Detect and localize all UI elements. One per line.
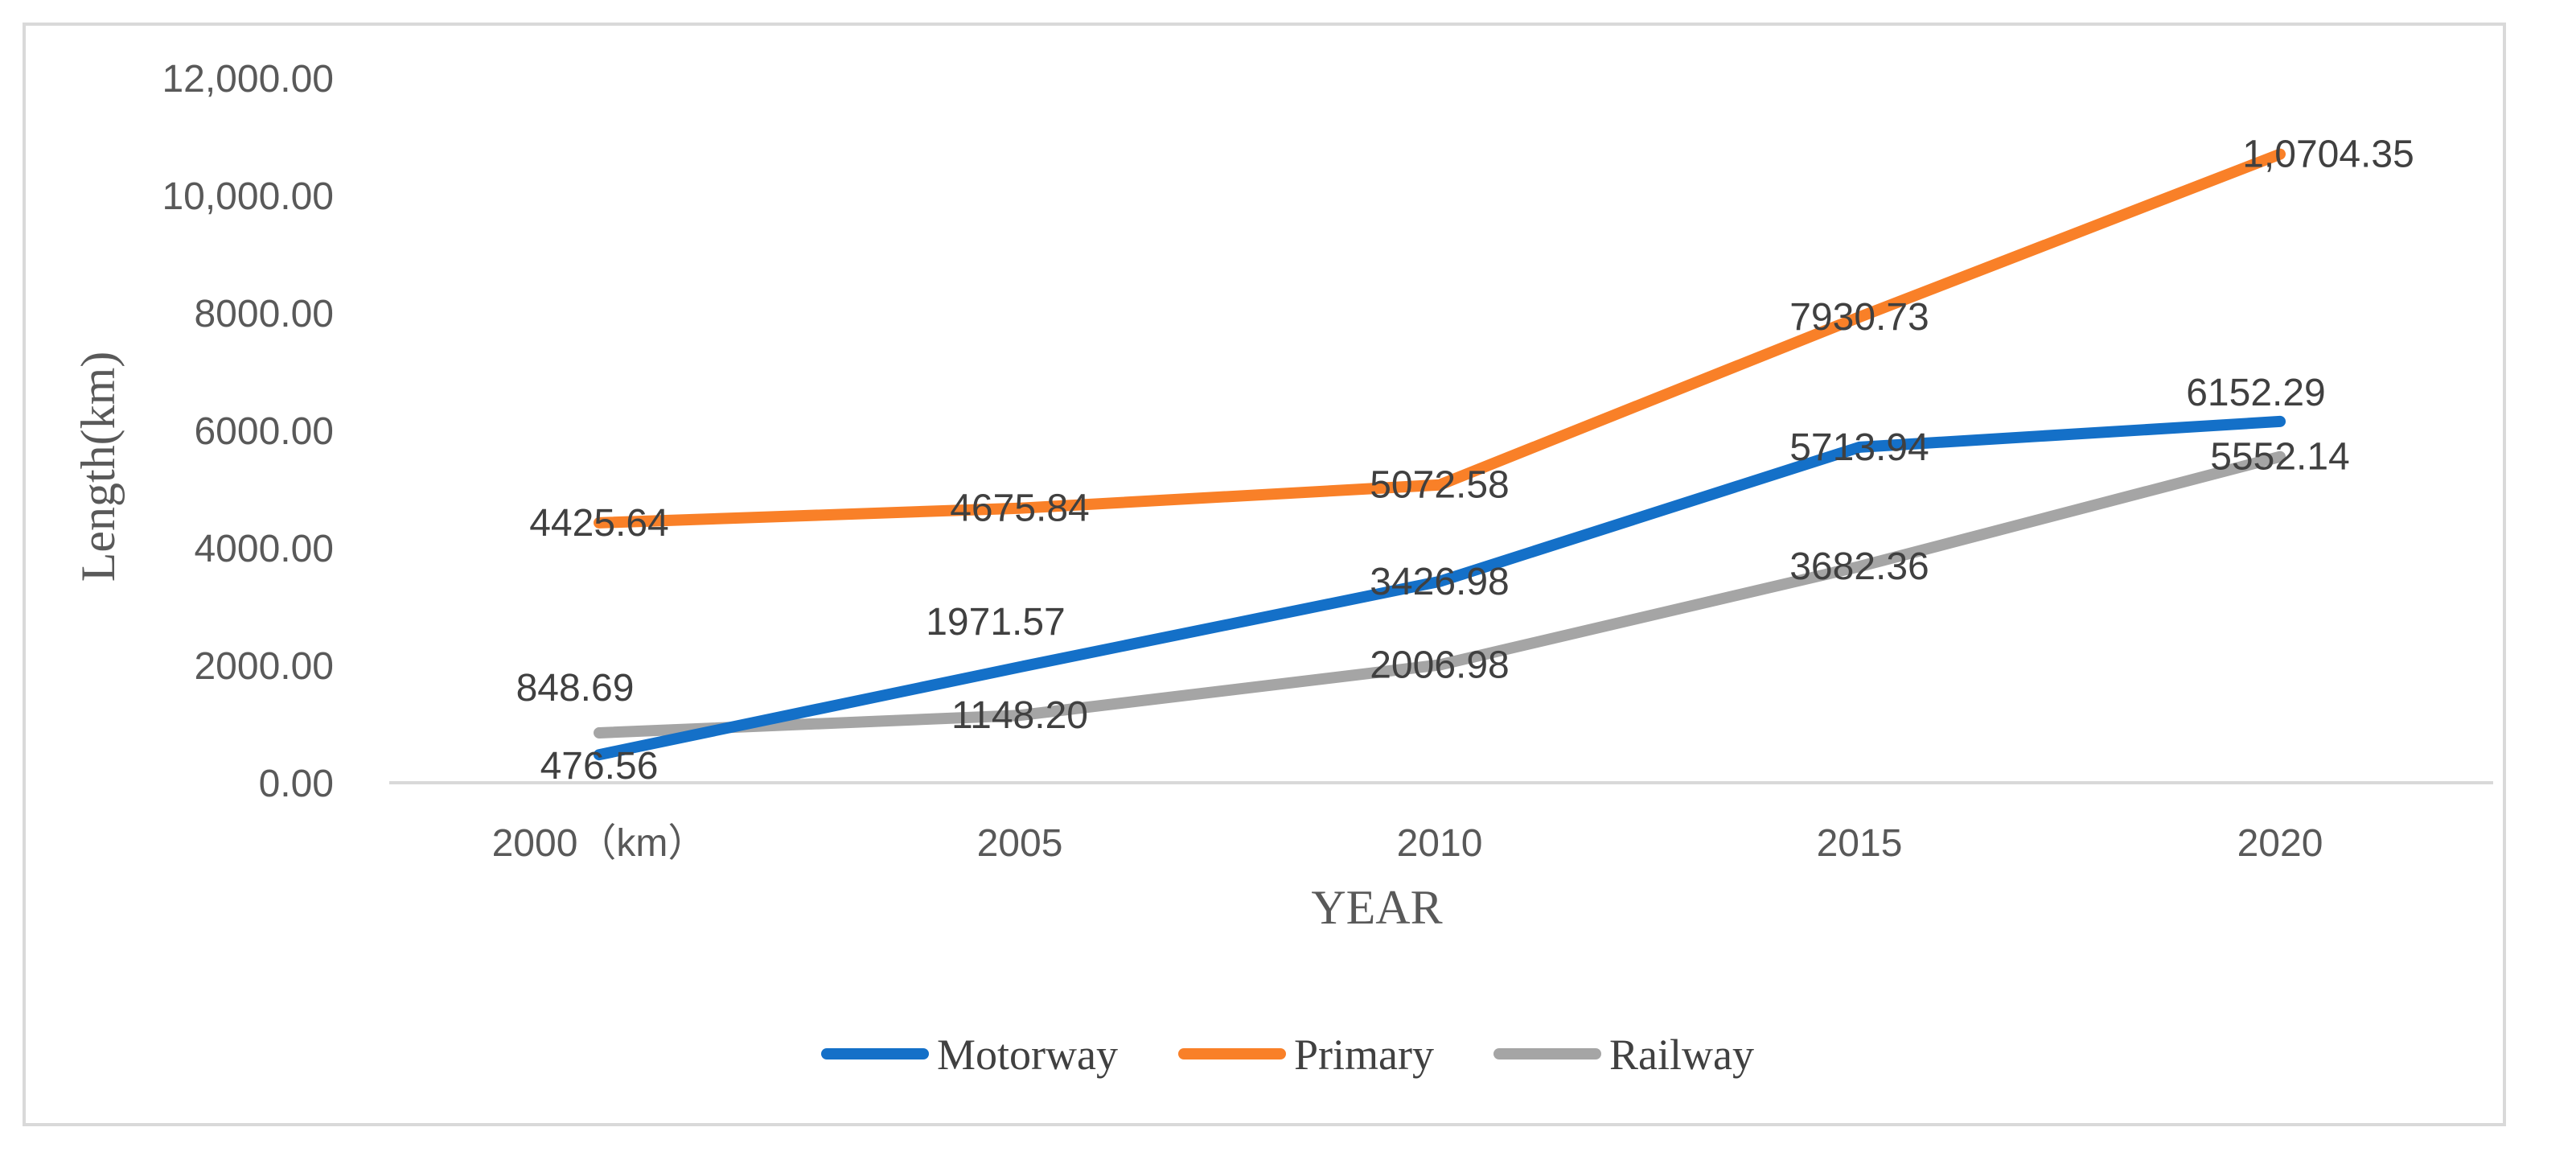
x-tick-label: 2015 [1817,822,1903,865]
y-tick-label: 2000.00 [194,645,334,688]
series-line-primary [594,148,2286,529]
data-labels: 476.56 1971.57 3426.98 5713.94 6152.29 4425.6… [516,134,2414,788]
series-lines [594,148,2286,761]
x-axis-title: YEAR [1311,881,1442,934]
y-axis-title: Length(km) [72,352,125,582]
data-label-railway: 2006.98 [1370,644,1510,686]
y-tick-label: 6000.00 [194,410,334,453]
x-tick-label: 2005 [977,822,1063,865]
series-line-motorway [594,415,2286,761]
data-label-motorway: 5713.94 [1789,426,1929,469]
chart-frame [23,23,2506,1126]
legend-label-motorway: Motorway [937,1031,1118,1079]
x-tick-label: 2020 [2237,822,2323,865]
y-tick-label: 0.00 [259,763,334,805]
data-label-railway: 3682.36 [1789,545,1929,588]
data-label-railway: 5552.14 [2210,436,2350,479]
y-tick-label: 10,000.00 [162,175,334,218]
data-label-motorway: 3426.98 [1370,561,1510,603]
data-label-primary: 7930.73 [1789,296,1929,339]
y-tick-label: 4000.00 [194,528,334,570]
y-tick-label: 12,000.00 [162,58,334,101]
data-label-motorway: 1971.57 [926,601,1066,644]
x-tick-label: 2000（km） [492,822,707,865]
y-tick-label: 8000.00 [194,293,334,335]
data-label-railway: 848.69 [516,667,635,710]
y-axis-ticks: 0.00 2000.00 4000.00 6000.00 8000.00 10,000.0… [162,58,334,805]
legend: Motorway Primary Railway [821,1031,1754,1079]
data-label-primary: 4425.64 [529,502,669,545]
x-axis-ticks: 2000（km） 2005 2010 2015 2020 [492,822,2323,865]
legend-label-railway: Railway [1609,1031,1754,1079]
series-line-railway [594,451,2286,739]
data-label-motorway: 476.56 [540,745,659,788]
data-label-primary: 1,0704.35 [2242,134,2414,176]
data-label-primary: 5072.58 [1370,464,1510,507]
data-label-railway: 1148.20 [951,694,1088,737]
data-label-primary: 4675.84 [950,488,1090,530]
legend-label-primary: Primary [1294,1031,1434,1079]
data-label-motorway: 6152.29 [2186,372,2326,414]
x-tick-label: 2010 [1397,822,1483,865]
